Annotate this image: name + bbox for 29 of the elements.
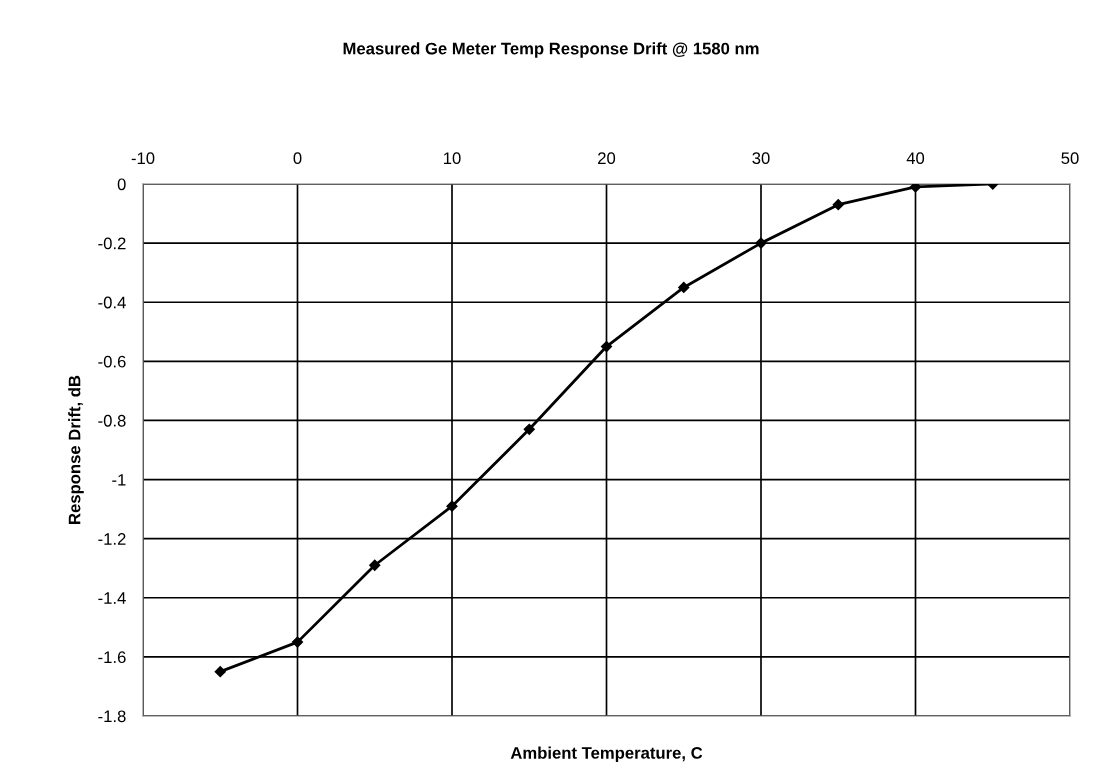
chart-title: Measured Ge Meter Temp Response Drift @ 1580 nm — [343, 42, 759, 58]
x-tick-label: 50 — [1061, 152, 1079, 165]
y-tick-label: -0.4 — [98, 296, 126, 309]
y-tick-label: -0.2 — [98, 237, 126, 250]
y-tick-label: -1.8 — [98, 710, 126, 723]
point — [600, 340, 613, 353]
y-tick-label: -1.2 — [98, 533, 126, 545]
y-tick-label: -1 — [112, 474, 126, 486]
x-tick-label: 40 — [906, 152, 925, 165]
point — [214, 666, 226, 678]
y-tick-label: -1.6 — [98, 651, 126, 664]
y-tick-label: -0.8 — [98, 414, 126, 427]
y-tick-label: -0.6 — [98, 355, 126, 368]
y-axis-title: Response Drift, dB — [68, 375, 84, 524]
point — [523, 423, 535, 435]
y-tick-label: 0 — [117, 178, 126, 191]
x-tick-label: -10 — [131, 152, 155, 165]
x-tick-label: 0 — [293, 152, 302, 165]
x-tick-label: 30 — [752, 152, 770, 165]
point — [755, 237, 767, 249]
point — [369, 559, 381, 571]
point — [832, 199, 844, 211]
x-axis-title: Ambient Temperature, C — [510, 746, 703, 763]
point — [678, 281, 690, 294]
y-tick-label: -1.4 — [98, 592, 126, 604]
x-tick-label: 10 — [444, 152, 461, 165]
point — [446, 500, 458, 512]
point — [291, 636, 304, 648]
x-tick-label: 20 — [598, 152, 616, 165]
